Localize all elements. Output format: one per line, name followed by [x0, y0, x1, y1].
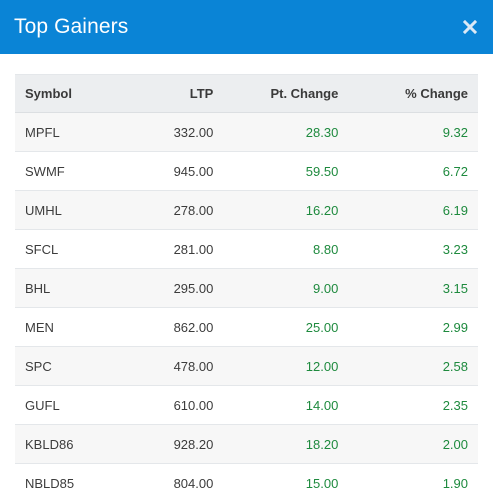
ltp-cell: 281.00	[130, 229, 224, 269]
pt-change-cell: 14.00	[223, 385, 349, 425]
pct-change-cell: 3.15	[348, 268, 478, 308]
modal-header: Top Gainers	[0, 0, 493, 54]
ltp-cell: 295.00	[130, 268, 224, 308]
pt-change-cell: 16.20	[223, 190, 349, 230]
table-row[interactable]: KBLD86 928.20 18.20 2.00	[15, 424, 478, 464]
pct-change-cell: 2.35	[348, 385, 478, 425]
symbol-cell: GUFL	[15, 385, 131, 425]
pt-change-cell: 59.50	[223, 151, 349, 191]
symbol-cell: KBLD86	[15, 424, 131, 464]
ltp-cell: 278.00	[130, 190, 224, 230]
symbol-cell: SFCL	[15, 229, 131, 269]
table-header-row: Symbol LTP Pt. Change % Change	[15, 74, 478, 113]
pct-change-cell: 6.72	[348, 151, 478, 191]
column-header-pct-change[interactable]: % Change	[348, 74, 478, 113]
pct-change-cell: 2.99	[348, 307, 478, 347]
close-button[interactable]	[459, 16, 481, 38]
ltp-cell: 610.00	[130, 385, 224, 425]
symbol-cell: UMHL	[15, 190, 131, 230]
pt-change-cell: 8.80	[223, 229, 349, 269]
table-row[interactable]: MEN 862.00 25.00 2.99	[15, 307, 478, 347]
symbol-cell: MEN	[15, 307, 131, 347]
pct-change-cell: 9.32	[348, 112, 478, 152]
table-row[interactable]: SPC 478.00 12.00 2.58	[15, 346, 478, 386]
pct-change-cell: 6.19	[348, 190, 478, 230]
pct-change-cell: 2.00	[348, 424, 478, 464]
table-row[interactable]: NBLD85 804.00 15.00 1.90	[15, 463, 478, 499]
ltp-cell: 945.00	[130, 151, 224, 191]
gainers-table: Symbol LTP Pt. Change % Change MPFL 332.…	[15, 74, 478, 499]
pct-change-cell: 3.23	[348, 229, 478, 269]
ltp-cell: 804.00	[130, 463, 224, 499]
pt-change-cell: 25.00	[223, 307, 349, 347]
pct-change-cell: 2.58	[348, 346, 478, 386]
symbol-cell: NBLD85	[15, 463, 131, 499]
pt-change-cell: 12.00	[223, 346, 349, 386]
pt-change-cell: 9.00	[223, 268, 349, 308]
table-row[interactable]: BHL 295.00 9.00 3.15	[15, 268, 478, 308]
symbol-cell: SPC	[15, 346, 131, 386]
modal-title: Top Gainers	[14, 15, 129, 38]
table-row[interactable]: MPFL 332.00 28.30 9.32	[15, 112, 478, 152]
pt-change-cell: 28.30	[223, 112, 349, 152]
symbol-cell: BHL	[15, 268, 131, 308]
table-row[interactable]: UMHL 278.00 16.20 6.19	[15, 190, 478, 230]
column-header-symbol[interactable]: Symbol	[15, 74, 131, 113]
pt-change-cell: 18.20	[223, 424, 349, 464]
modal-body: Symbol LTP Pt. Change % Change MPFL 332.…	[0, 54, 493, 499]
table-body: MPFL 332.00 28.30 9.32 SWMF 945.00 59.50…	[15, 112, 478, 499]
table-row[interactable]: SFCL 281.00 8.80 3.23	[15, 229, 478, 269]
ltp-cell: 332.00	[130, 112, 224, 152]
column-header-ltp[interactable]: LTP	[130, 74, 224, 113]
column-header-pt-change[interactable]: Pt. Change	[223, 74, 349, 113]
symbol-cell: SWMF	[15, 151, 131, 191]
symbol-cell: MPFL	[15, 112, 131, 152]
ltp-cell: 478.00	[130, 346, 224, 386]
table-row[interactable]: SWMF 945.00 59.50 6.72	[15, 151, 478, 191]
ltp-cell: 862.00	[130, 307, 224, 347]
pct-change-cell: 1.90	[348, 463, 478, 499]
table-row[interactable]: GUFL 610.00 14.00 2.35	[15, 385, 478, 425]
ltp-cell: 928.20	[130, 424, 224, 464]
pt-change-cell: 15.00	[223, 463, 349, 499]
close-icon	[463, 20, 477, 34]
